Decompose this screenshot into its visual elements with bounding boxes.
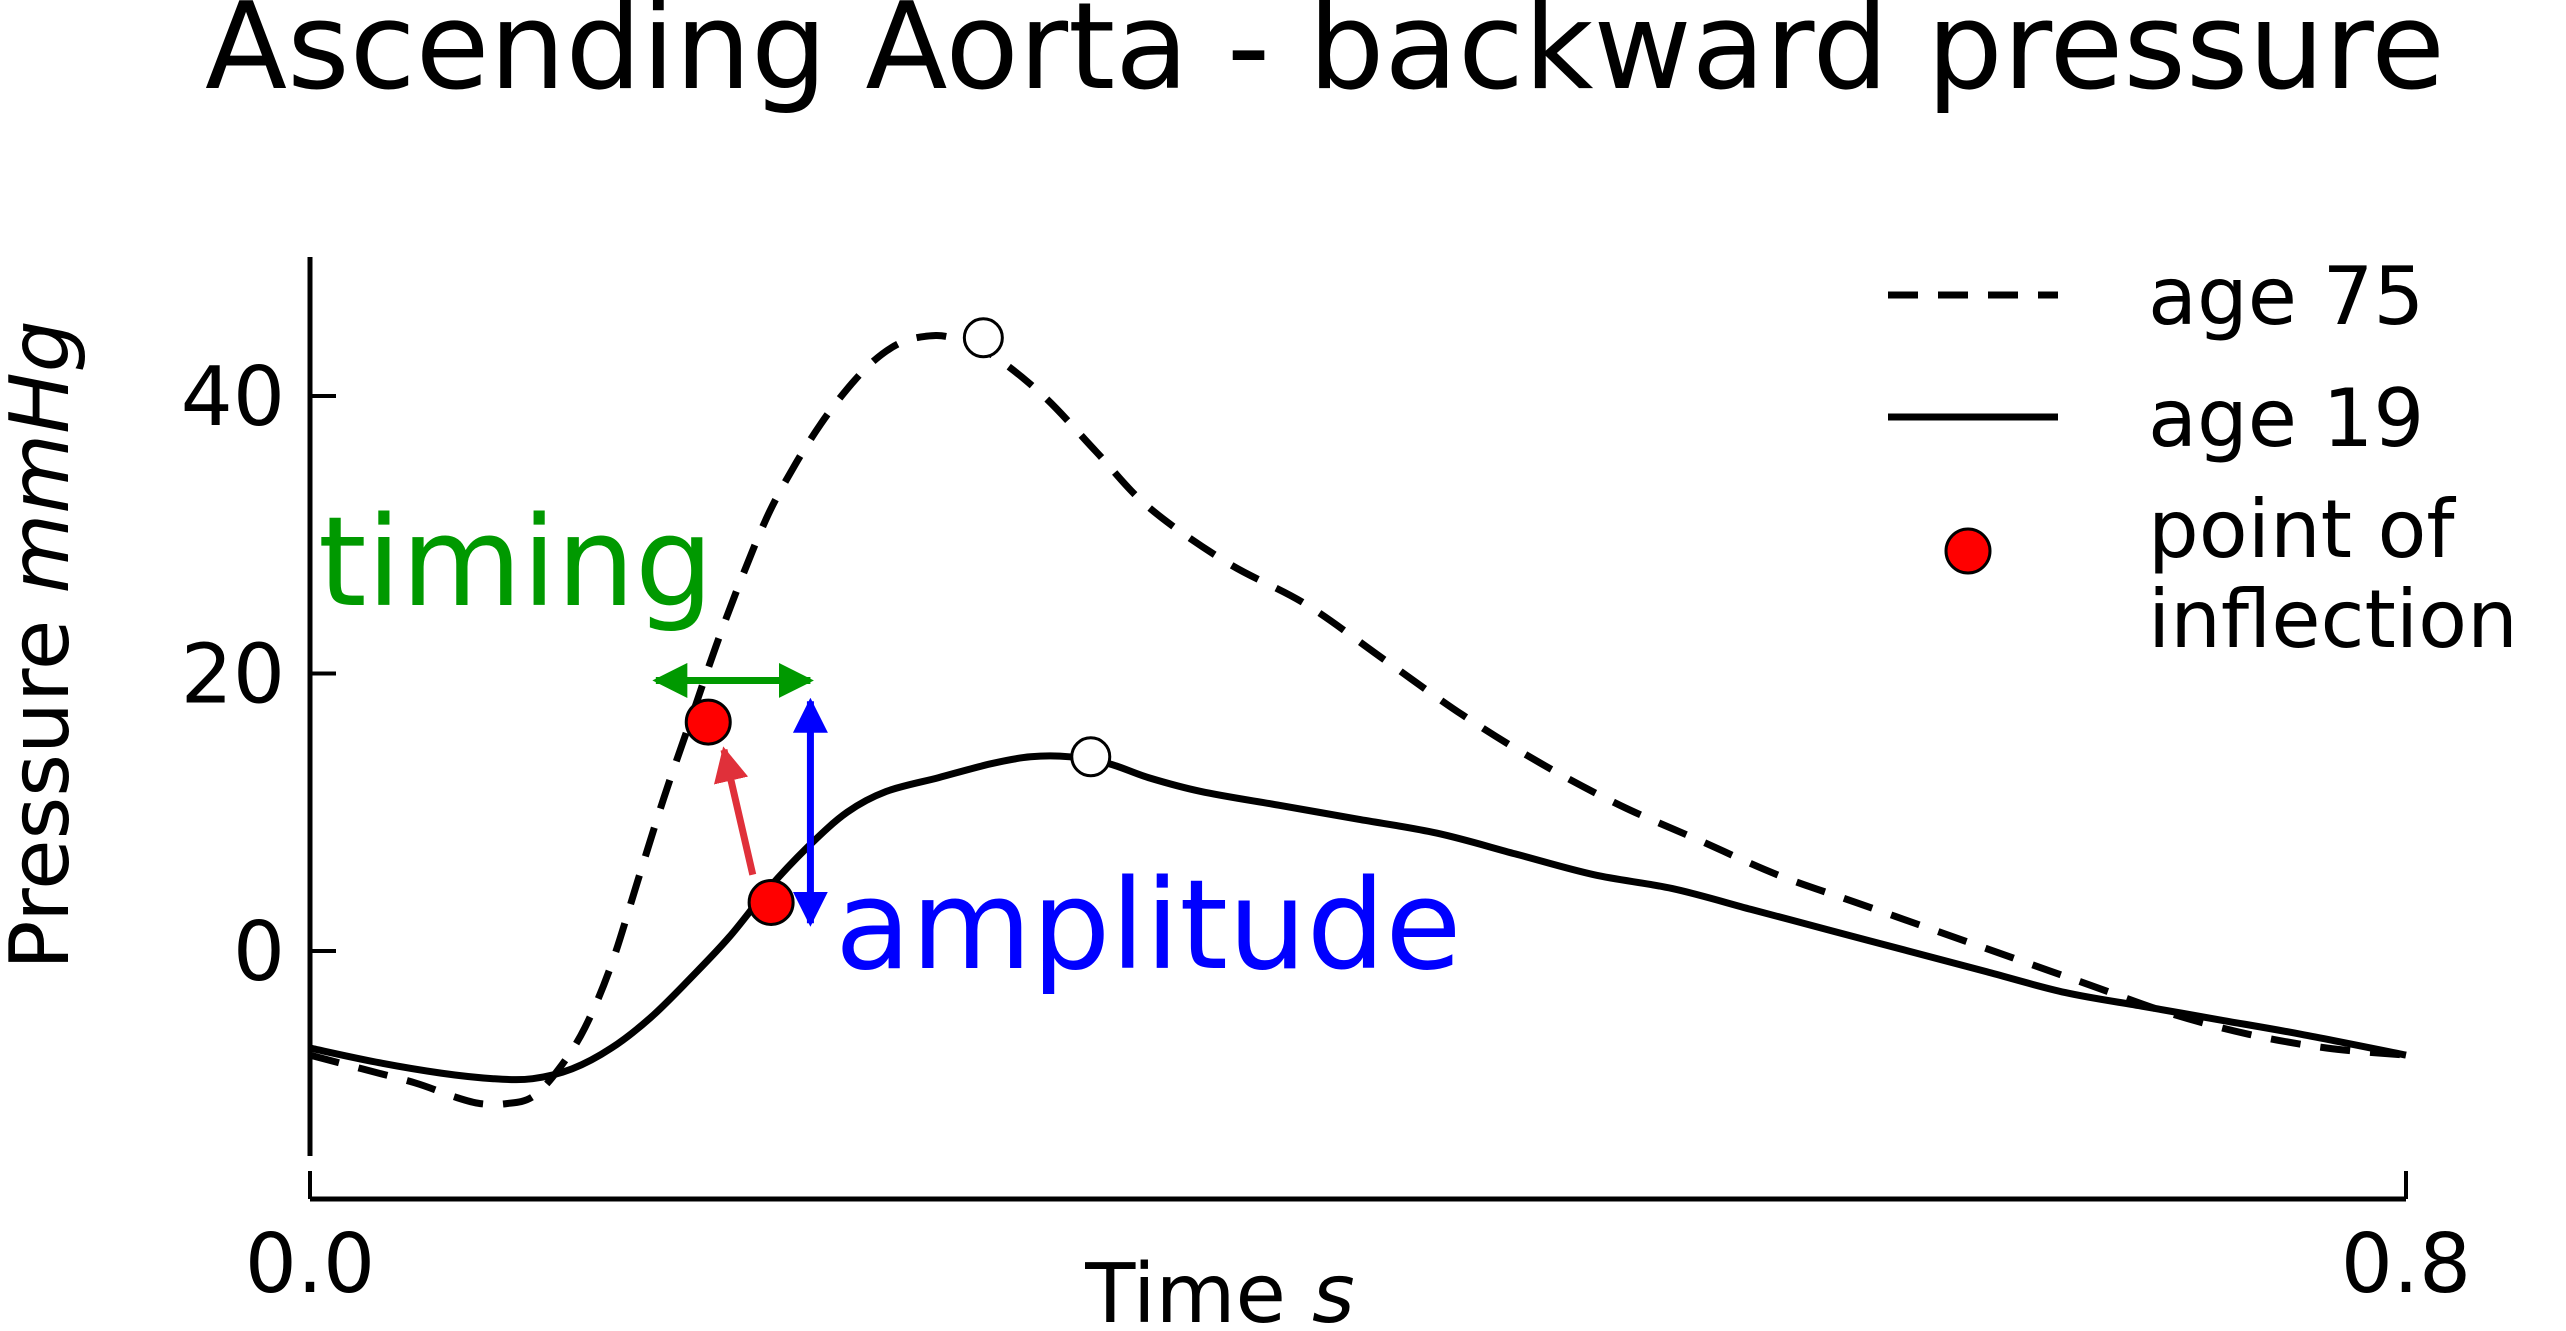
series-line <box>309 752 2407 1084</box>
legend-label: age 75 <box>2148 250 2424 343</box>
x-tick-label: 0.0 <box>245 1217 375 1312</box>
legend-label: age 19 <box>2148 372 2424 465</box>
legend-symbol <box>1944 527 1992 575</box>
y-axis: 0 20 40 <box>181 257 336 1156</box>
plot-area <box>309 332 2407 1108</box>
annotation-arrow <box>713 746 757 876</box>
x-tick-label: 0.8 <box>2341 1217 2471 1312</box>
chart-title: Ascending Aorta - backward pressure <box>205 0 2445 117</box>
y-tick-label: 20 <box>181 628 285 723</box>
annotations: timing amplitude <box>318 491 1462 998</box>
peak-marker <box>962 317 1004 359</box>
x-axis-label: Time s <box>1084 1247 1354 1331</box>
y-tick-label: 0 <box>233 905 285 1000</box>
peak-marker <box>1070 736 1112 778</box>
legend: age 75 age 19 point of inflection <box>1888 250 2518 666</box>
y-tick-label: 40 <box>181 350 285 445</box>
legend-label: point of inflection <box>2148 483 2518 666</box>
annotation-label: timing <box>318 491 714 635</box>
inflection-point <box>684 698 732 746</box>
annotation-label: amplitude <box>835 854 1462 998</box>
y-axis-label: Pressure mmHg <box>0 320 88 970</box>
inflection-point <box>747 878 795 926</box>
series-line <box>309 332 2407 1108</box>
markers <box>684 317 1112 926</box>
x-axis: 0.0 0.8 <box>245 1171 2471 1312</box>
